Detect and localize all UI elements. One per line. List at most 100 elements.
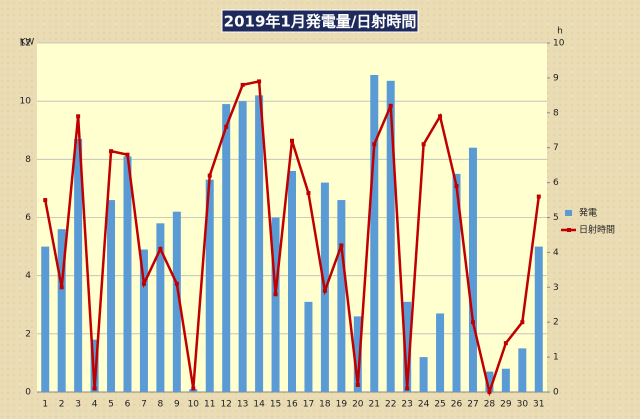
legend-label: 発電 (579, 207, 597, 219)
y2-tick-label: 0 (553, 388, 559, 398)
marker (438, 114, 443, 119)
x-tick-label: 12 (220, 400, 231, 410)
x-tick-label: 18 (319, 400, 331, 410)
marker (388, 103, 393, 108)
x-tick-label: 8 (158, 400, 164, 410)
y-tick-label: 0 (25, 388, 31, 398)
x-tick-label: 28 (484, 400, 496, 410)
bar (337, 200, 346, 392)
marker (109, 149, 114, 154)
x-tick-label: 13 (237, 400, 248, 410)
x-tick-label: 15 (270, 400, 281, 410)
bar (255, 95, 264, 392)
x-tick-label: 21 (369, 400, 380, 410)
chart-title: 2019年1月発電量/日射時間 (224, 13, 417, 31)
marker (372, 142, 377, 147)
bar (205, 179, 214, 392)
bar (419, 357, 428, 392)
x-tick-label: 23 (401, 400, 412, 410)
title-box (221, 9, 419, 33)
bar (534, 246, 543, 392)
x-tick-label: 14 (253, 400, 265, 410)
marker (536, 194, 541, 199)
bar (468, 147, 477, 392)
x-tick-label: 6 (125, 400, 131, 410)
marker (174, 281, 179, 286)
x-tick-label: 31 (533, 400, 544, 410)
x-tick-label: 24 (418, 400, 430, 410)
marker (290, 138, 294, 143)
bar (370, 74, 379, 392)
y-tick-label: 8 (25, 155, 31, 165)
x-tick-label: 16 (286, 400, 298, 410)
bar (452, 173, 461, 392)
x-tick-label: 30 (517, 400, 529, 410)
marker (125, 152, 130, 157)
marker (487, 390, 492, 394)
y2-tick-label: 6 (553, 178, 559, 188)
x-tick-label: 3 (75, 400, 81, 410)
y2-axis-label: h (557, 27, 563, 37)
x-tick-label: 9 (174, 400, 180, 410)
marker (339, 243, 344, 248)
y2-tick-label: 3 (553, 283, 559, 293)
bar (386, 80, 395, 392)
marker (76, 114, 81, 119)
bar (222, 104, 231, 392)
x-tick-label: 5 (108, 400, 114, 410)
bar (485, 371, 494, 392)
marker (421, 142, 426, 147)
bar (41, 246, 50, 392)
marker (141, 281, 146, 286)
x-tick-label: 22 (385, 400, 396, 410)
bar (403, 301, 412, 392)
marker (454, 184, 459, 189)
x-tick-label: 25 (434, 400, 445, 410)
y2-tick-label: 2 (553, 318, 559, 328)
marker (92, 386, 97, 391)
y-tick-label: 12 (20, 39, 31, 49)
x-tick-label: 20 (352, 400, 364, 410)
bar (501, 368, 510, 392)
bar (90, 339, 99, 392)
y2-tick-label: 5 (553, 213, 559, 223)
marker (355, 383, 360, 388)
marker (240, 82, 245, 87)
y-tick-label: 10 (20, 97, 32, 107)
bar (107, 200, 116, 392)
marker (470, 320, 475, 325)
marker (520, 320, 525, 325)
x-tick-label: 1 (42, 400, 48, 410)
bar (57, 229, 66, 392)
y-axis-label: KW (20, 38, 35, 48)
bar (139, 249, 148, 392)
y-tick-label: 6 (25, 213, 31, 223)
marker (257, 79, 262, 84)
marker (59, 285, 64, 290)
y2-tick-label: 7 (553, 143, 559, 153)
legend-label: 日射時間 (579, 224, 615, 236)
bar (189, 389, 198, 392)
x-tick-label: 4 (92, 400, 98, 410)
marker (322, 288, 327, 293)
marker (405, 386, 410, 391)
bar (436, 313, 445, 392)
bar (518, 348, 527, 392)
x-tick-label: 2 (59, 400, 65, 410)
marker (503, 341, 508, 346)
y2-tick-label: 10 (553, 39, 565, 49)
x-tick-label: 7 (141, 400, 147, 410)
bar (288, 170, 296, 392)
bar (172, 211, 181, 392)
x-tick-label: 10 (188, 400, 200, 410)
x-tick-label: 29 (500, 400, 512, 410)
x-tick-label: 26 (451, 400, 463, 410)
x-tick-label: 11 (204, 400, 215, 410)
bar (238, 101, 247, 393)
y2-tick-label: 4 (553, 248, 559, 258)
y2-tick-label: 9 (553, 73, 559, 83)
bar (156, 223, 165, 392)
x-tick-label: 27 (467, 400, 478, 410)
bar (123, 156, 132, 392)
